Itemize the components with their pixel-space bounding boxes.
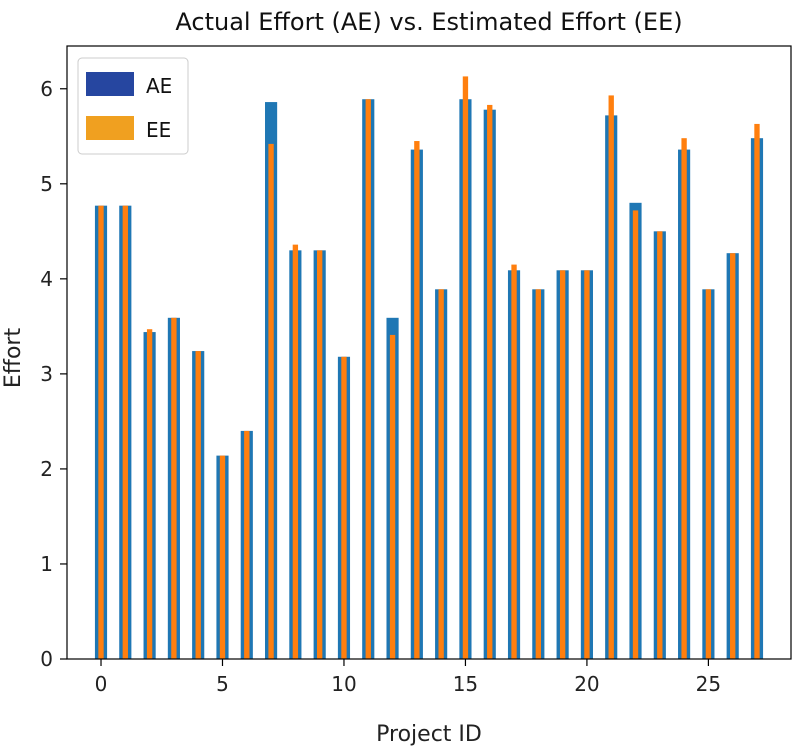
bar-ee-21 <box>608 95 614 659</box>
legend-label-ae: AE <box>146 74 172 98</box>
x-tick-label-5: 5 <box>216 672 229 696</box>
bar-ee-8 <box>292 244 299 659</box>
x-tick-label-25: 25 <box>696 672 721 696</box>
bar-ee-25 <box>705 289 712 659</box>
bar-ee-23 <box>657 231 663 660</box>
bar-ee-24 <box>681 138 687 659</box>
bar-ee-6 <box>244 430 250 659</box>
x-axis-label: Project ID <box>376 722 482 747</box>
legend-label-ee: EE <box>146 118 171 142</box>
bar-ee-11 <box>365 99 371 660</box>
bars-group <box>94 76 764 660</box>
x-tick-label-0: 0 <box>95 672 108 696</box>
y-tick-label-3: 3 <box>40 362 53 386</box>
bar-ee-5 <box>219 455 226 659</box>
legend-swatch-ee <box>86 116 134 140</box>
bar-ee-27 <box>754 123 760 660</box>
bar-ee-22 <box>632 210 639 659</box>
x-tick-label-10: 10 <box>331 672 356 696</box>
bar-ee-14 <box>438 289 444 659</box>
bar-ee-18 <box>535 289 542 659</box>
bar-ee-13 <box>414 141 420 659</box>
bar-ee-15 <box>462 76 469 659</box>
bar-ee-9 <box>316 250 323 660</box>
bar-ee-7 <box>268 143 274 660</box>
bar-ee-19 <box>559 270 566 659</box>
bar-ee-4 <box>195 351 201 659</box>
x-tick-label-20: 20 <box>574 672 599 696</box>
bar-ee-12 <box>389 334 396 659</box>
y-tick-label-1: 1 <box>40 552 53 576</box>
y-tick-label-2: 2 <box>40 457 53 481</box>
legend: AE EE <box>77 57 189 155</box>
bar-ee-20 <box>584 270 590 659</box>
y-axis-ticks: 0 1 2 3 4 5 6 <box>40 77 67 671</box>
x-tick-label-15: 15 <box>453 672 478 696</box>
bar-ee-26 <box>730 253 736 659</box>
bar-ee-16 <box>487 104 493 660</box>
bar-ee-3 <box>171 317 177 659</box>
bar-ee-0 <box>98 205 104 660</box>
bar-ee-10 <box>341 356 347 659</box>
bar-ee-17 <box>511 264 517 659</box>
y-tick-label-5: 5 <box>40 172 53 196</box>
y-tick-label-6: 6 <box>40 77 53 101</box>
y-axis-label: Effort <box>1 328 26 389</box>
y-tick-label-0: 0 <box>40 647 53 671</box>
y-tick-label-4: 4 <box>40 267 53 291</box>
bar-ee-2 <box>146 329 153 659</box>
x-axis-ticks: 0 5 10 15 20 25 <box>95 659 721 696</box>
chart-title: Actual Effort (AE) vs. Estimated Effort … <box>175 8 682 36</box>
plot-frame <box>66 45 792 660</box>
legend-swatch-ae <box>86 72 134 96</box>
bar-ee-1 <box>122 205 128 660</box>
